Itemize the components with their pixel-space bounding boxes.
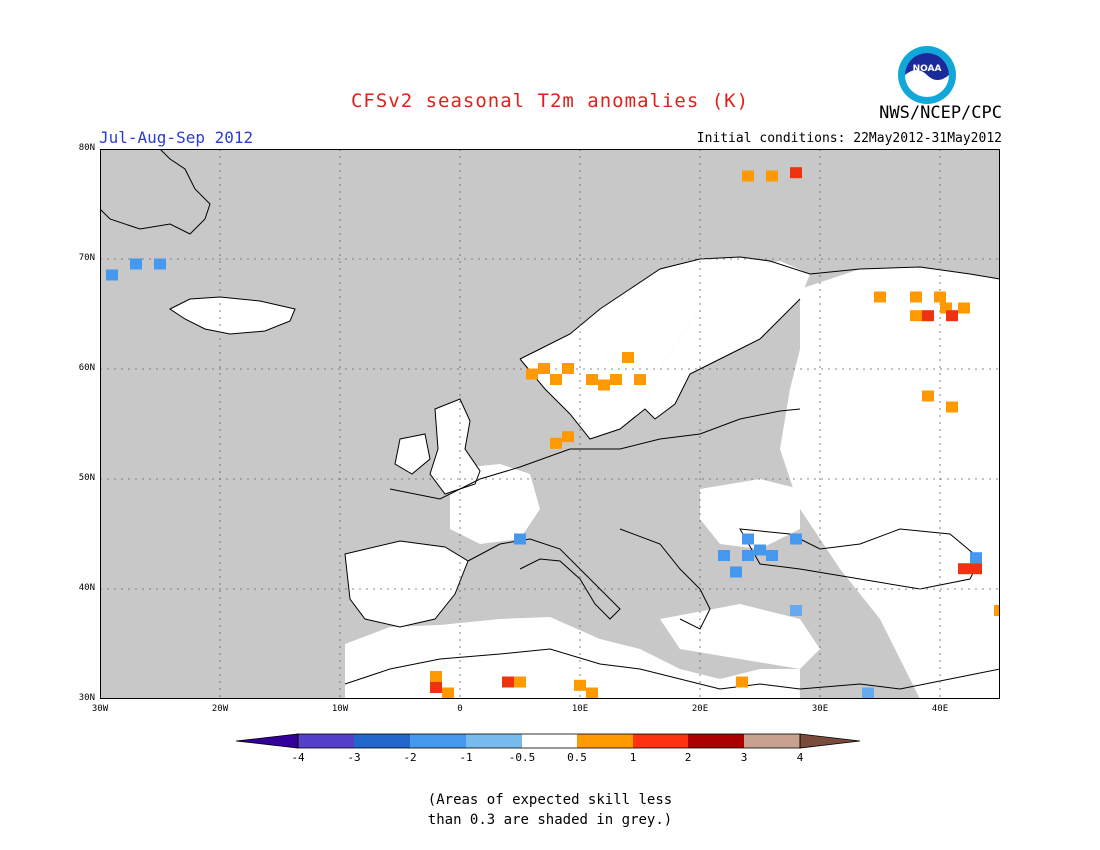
anomaly-cell (946, 401, 958, 413)
anomaly-cell (754, 544, 766, 556)
anomaly-cell (514, 676, 526, 688)
colorbar-swatch (410, 734, 466, 748)
anomaly-cell (934, 291, 946, 303)
colorbar-swatch (577, 734, 633, 748)
anomaly-cell (718, 550, 730, 561)
lat-label-70n: 70N (78, 253, 95, 263)
anomaly-cell (610, 374, 622, 385)
skill-note: (Areas of expected skill less than 0.3 a… (0, 790, 1100, 830)
anomaly-cell (562, 363, 574, 374)
lon-label-40e: 40E (931, 704, 949, 714)
anomaly-cell (940, 302, 952, 314)
anomaly-cell (742, 550, 754, 561)
colorbar-label: -3 (347, 751, 361, 764)
anomaly-cell (970, 563, 982, 575)
colorbar-label: -2 (403, 751, 417, 764)
anomaly-cell (442, 687, 454, 699)
colorbar-label: 3 (740, 751, 748, 764)
anomaly-cell (130, 258, 142, 270)
lat-label-40n: 40N (78, 583, 95, 593)
anomaly-cell (946, 310, 958, 322)
anomaly-cell (766, 170, 778, 182)
anomaly-cell (790, 167, 802, 179)
anomaly-cell (922, 310, 934, 322)
anomaly-cell (742, 170, 754, 182)
season-label: Jul-Aug-Sep 2012 (99, 128, 254, 147)
colorbar-label: 1 (629, 751, 637, 764)
anomaly-cell (958, 302, 970, 314)
anomaly-cell (790, 533, 802, 545)
colorbar-arrow-low (236, 734, 298, 748)
lon-label-10w: 10W (331, 704, 349, 714)
anomaly-cell (736, 676, 748, 688)
land-masses (100, 149, 1000, 699)
anomaly-cell (970, 552, 982, 564)
anomaly-cell (562, 431, 574, 443)
lat-label-60n: 60N (78, 363, 95, 373)
colorbar-label: -0.5 (508, 751, 536, 764)
organization-label: NWS/NCEP/CPC (879, 103, 1002, 123)
colorbar-swatch (522, 734, 577, 748)
anomaly-cell (586, 687, 598, 699)
lon-label-10e: 10E (571, 704, 589, 714)
anomaly-cell (730, 566, 742, 578)
skill-note-line: than 0.3 are shaded in grey.) (427, 812, 673, 828)
lon-label-0: 0 (457, 704, 463, 714)
anomaly-cell (574, 679, 586, 691)
anomaly-cell (586, 374, 598, 385)
anomaly-cell (634, 374, 646, 385)
skill-note-line: (Areas of expected skill less (427, 792, 673, 808)
lat-label-80n: 80N (78, 143, 95, 153)
anomaly-cell (994, 605, 1000, 616)
anomaly-cell (154, 258, 166, 270)
initial-conditions-label: Initial conditions: 22May2012-31May2012 (696, 131, 1002, 146)
lon-label-20e: 20E (691, 704, 709, 714)
anomaly-cell (598, 379, 610, 391)
colorbar-swatch (354, 734, 410, 748)
lat-label-50n: 50N (78, 473, 95, 483)
colorbar-label: 0.5 (567, 751, 587, 764)
anomaly-cell (874, 291, 886, 303)
colorbar-arrow-high (800, 734, 860, 748)
colorbar-label: 2 (684, 751, 692, 764)
coastlines (100, 149, 1000, 690)
anomaly-map (100, 149, 1000, 699)
anomaly-cell (910, 291, 922, 303)
anomaly-cell (910, 310, 922, 322)
colorbar-swatch (298, 734, 354, 748)
colorbar (236, 733, 861, 749)
anomaly-cell (502, 676, 514, 688)
anomaly-cell (106, 269, 118, 281)
logo-text: NOAA (913, 64, 942, 74)
anomaly-cell (622, 352, 634, 363)
anomaly-cell (790, 605, 802, 616)
anomaly-cell (550, 437, 562, 449)
anomaly-cell (550, 374, 562, 385)
lon-label-20w: 20W (211, 704, 229, 714)
colorbar-label: -1 (459, 751, 473, 764)
lon-label-30e: 30E (811, 704, 829, 714)
anomaly-cell (922, 390, 934, 402)
colorbar-swatch (466, 734, 522, 748)
anomaly-cell (862, 687, 874, 699)
anomaly-cell (766, 550, 778, 561)
lat-label-30n: 30N (78, 693, 95, 703)
anomaly-cells (106, 167, 1000, 699)
colorbar-swatch (688, 734, 744, 748)
lon-label-30w: 30W (91, 704, 109, 714)
anomaly-cell (430, 671, 442, 682)
anomaly-cell (514, 533, 526, 545)
colorbar-label: 4 (796, 751, 804, 764)
colorbar-swatch (744, 734, 800, 748)
noaa-logo: NOAA (898, 46, 956, 104)
anomaly-cell (430, 682, 442, 693)
colorbar-swatch (633, 734, 688, 748)
colorbar-label: -4 (291, 751, 305, 764)
anomaly-cell (742, 533, 754, 545)
anomaly-cell (526, 368, 538, 380)
anomaly-cell (538, 363, 550, 374)
anomaly-cell (958, 563, 970, 575)
chart-title: CFSv2 seasonal T2m anomalies (K) (350, 90, 750, 112)
